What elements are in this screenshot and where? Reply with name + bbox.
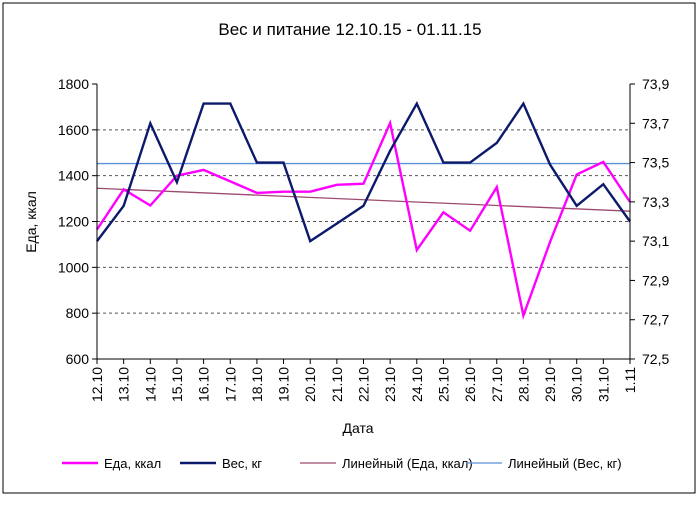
legend-label: Вес, кг <box>222 456 262 471</box>
chart-title: Вес и питание 12.10.15 - 01.11.15 <box>218 20 481 39</box>
y2-tick-label: 73,7 <box>642 115 669 131</box>
y-tick-label: 800 <box>66 305 90 321</box>
x-tick-label: 27.10 <box>489 367 505 402</box>
x-tick-label: 12.10 <box>89 367 105 402</box>
x-tick-label: 25.10 <box>435 367 451 402</box>
x-tick-label: 21.10 <box>329 367 345 402</box>
x-tick-label: 31.10 <box>595 367 611 402</box>
y-tick-label: 1000 <box>58 259 89 275</box>
x-tick-label: 13.10 <box>116 367 132 402</box>
y-tick-label: 1400 <box>58 168 89 184</box>
legend-label: Линейный (Вес, кг) <box>508 456 622 471</box>
y2-tick-label: 72,9 <box>642 272 669 288</box>
x-tick-label: 28.10 <box>515 367 531 402</box>
y-tick-label: 600 <box>66 351 90 367</box>
y2-tick-label: 72,5 <box>642 351 669 367</box>
x-tick-label: 1.11 <box>622 367 638 393</box>
x-tick-label: 20.10 <box>302 367 318 402</box>
y-tick-label: 1200 <box>58 214 89 230</box>
x-tick-label: 22.10 <box>356 367 372 402</box>
x-tick-label: 16.10 <box>196 367 212 402</box>
legend: Еда, ккал Вес, кг Линейный (Еда, ккал) Лине… <box>62 456 622 471</box>
y-tick-label: 1800 <box>58 76 89 92</box>
y2-tick-label: 72,7 <box>642 312 669 328</box>
x-tick-label: 19.10 <box>276 367 292 402</box>
legend-label: Линейный (Еда, ккал) <box>342 456 473 471</box>
x-axis-ticks: 12.10 13.10 14.10 15.10 16.10 17.10 18.10 19.10… <box>89 359 638 402</box>
y2-tick-label: 73,1 <box>642 233 669 249</box>
series-line-1 <box>96 100 631 243</box>
series-line-0 <box>96 119 631 320</box>
trend-line-2 <box>96 187 631 212</box>
trend-lines <box>96 162 631 212</box>
chart-border <box>2 2 696 494</box>
legend-label: Еда, ккал <box>104 456 161 471</box>
x-tick-label: 14.10 <box>142 367 158 402</box>
y2-tick-label: 73,3 <box>642 194 669 210</box>
x-tick-label: 23.10 <box>382 367 398 402</box>
y-tick-label: 1600 <box>58 122 89 138</box>
x-tick-label: 17.10 <box>222 367 238 402</box>
x-tick-label: 18.10 <box>249 367 265 402</box>
left-axis-ticks: 600 800 1000 1200 1400 1600 1800 <box>58 76 97 367</box>
x-tick-label: 24.10 <box>409 367 425 402</box>
x-tick-label: 29.10 <box>542 367 558 402</box>
y-axis-label: Еда, ккал <box>23 191 39 253</box>
x-tick-label: 26.10 <box>462 367 478 402</box>
x-tick-label: 30.10 <box>569 367 585 402</box>
series-lines <box>96 100 631 320</box>
x-axis-label: Дата <box>342 420 373 436</box>
right-axis-ticks: 72,5 72,7 72,9 73,1 73,3 73,5 73,7 73,9 <box>630 76 669 367</box>
y2-tick-label: 73,5 <box>642 155 669 171</box>
y2-tick-label: 73,9 <box>642 76 669 92</box>
x-tick-label: 15.10 <box>169 367 185 402</box>
